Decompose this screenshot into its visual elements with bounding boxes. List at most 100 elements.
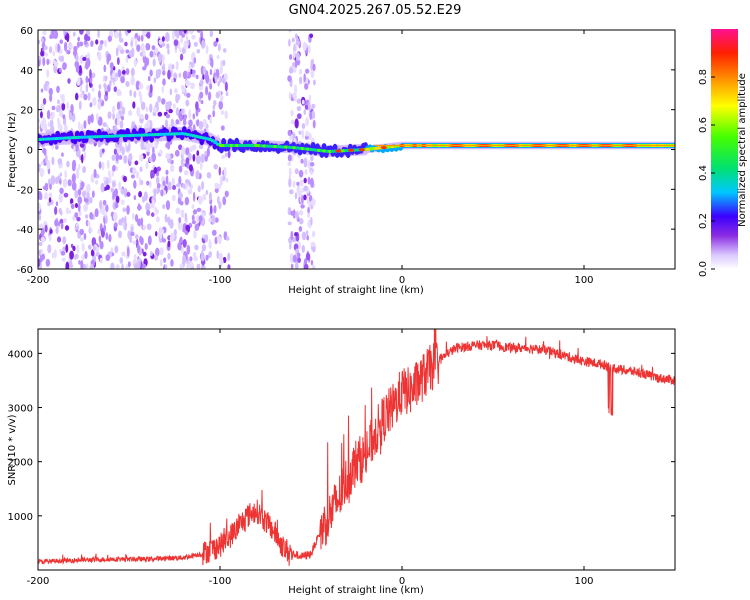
spectrogram-noise-cell bbox=[62, 114, 66, 120]
spectrogram-noise-cell bbox=[70, 203, 75, 210]
spectrogram-noise-cell bbox=[144, 61, 147, 70]
spectrogram-noise-cell bbox=[189, 256, 193, 262]
spectrogram-noise-cell bbox=[80, 124, 85, 132]
spectrogram-noise-cell bbox=[46, 58, 50, 66]
spectrogram-noise-cell bbox=[79, 30, 84, 35]
spectrogram-noise-cell bbox=[309, 162, 315, 167]
spectrogram-noise-cell bbox=[173, 39, 179, 47]
colorbar: 0.0 0.2 0.4 0.6 0.8 Normalized spectral ampl… bbox=[698, 29, 748, 277]
spectrogram-noise-cell bbox=[173, 229, 177, 236]
spectrogram-noise-cell bbox=[181, 33, 185, 38]
spectrogram-noise-cell bbox=[177, 220, 182, 231]
spectrogram-noise-cell bbox=[180, 36, 184, 44]
spectrogram-noise-cell bbox=[49, 228, 53, 234]
spectrogram-noise-cell bbox=[118, 181, 122, 191]
spectrogram-noise-cell bbox=[305, 252, 311, 261]
spectrogram-noise-cell bbox=[121, 263, 124, 269]
spectrogram-noise-cell bbox=[40, 236, 46, 243]
spectrogram-noise-cell bbox=[165, 152, 171, 160]
spectrogram-noise-cell bbox=[191, 203, 195, 210]
spectrogram-noise-cell bbox=[74, 92, 79, 101]
spectrogram-noise-cell bbox=[311, 110, 316, 120]
spectrogram-noise-cell bbox=[141, 195, 146, 203]
spectrogram-noise-cell bbox=[199, 162, 203, 171]
spectrogram-y-tick-label: -60 bbox=[17, 265, 33, 276]
spectrogram-noise-cell bbox=[113, 86, 117, 93]
spectrogram-noise-cell bbox=[85, 57, 91, 68]
spectrogram-noise-cell bbox=[42, 30, 47, 36]
snr-y-label: SNR (10 * v/v) bbox=[7, 414, 18, 485]
spectrogram-noise-cell bbox=[121, 146, 125, 156]
spectrogram-noise-cell bbox=[87, 220, 91, 227]
spectrogram-noise-cell bbox=[309, 33, 314, 39]
spectrogram-noise-cell bbox=[160, 189, 164, 197]
spectrogram-noise-cell bbox=[153, 166, 158, 174]
spectrogram-noise-cell bbox=[195, 101, 199, 111]
spectrogram-x-tick-label: 100 bbox=[574, 275, 593, 286]
spectrogram-noise-cell bbox=[205, 189, 209, 196]
spectrogram-noise-cell bbox=[116, 57, 120, 66]
spectrogram-noise-cell bbox=[196, 214, 200, 224]
spectrogram-noise-cell bbox=[169, 163, 175, 173]
spectrogram-noise-cell bbox=[181, 108, 185, 115]
spectrogram-noise-cell bbox=[288, 178, 292, 188]
spectrogram-noise-cell bbox=[126, 192, 131, 197]
spectrogram-noise-cell bbox=[122, 207, 127, 213]
spectrogram-noise-cell bbox=[224, 152, 228, 158]
spectrogram-noise-cell bbox=[164, 213, 168, 223]
spectrogram-noise-cell bbox=[97, 98, 103, 103]
snr-x-ticks: -200 -100 0 100 bbox=[27, 329, 594, 587]
spectrogram-noise-cell bbox=[72, 215, 76, 222]
spectrogram-noise-cell bbox=[140, 179, 144, 186]
spectrogram-noise-cell bbox=[137, 260, 141, 269]
spectrogram-noise-cell bbox=[75, 54, 79, 63]
spectrogram-noise-cell bbox=[288, 67, 294, 74]
spectrogram-noise-cell bbox=[204, 85, 209, 96]
spectrogram-noise-cell bbox=[209, 116, 213, 124]
spectrogram-noise-cell bbox=[227, 264, 231, 269]
spectrogram-noise-cell bbox=[175, 183, 181, 188]
spectrogram-noise-cell bbox=[119, 142, 123, 152]
spectrogram-noise-cell bbox=[81, 190, 86, 198]
spectrogram-noise-cell bbox=[133, 58, 137, 68]
spectrogram-noise-cell bbox=[307, 44, 311, 54]
spectrogram-noise-cell bbox=[106, 159, 110, 170]
spectrogram-noise-cell bbox=[146, 120, 151, 128]
spectrogram-noise-cell bbox=[79, 54, 85, 64]
spectrogram-noise-cell bbox=[196, 207, 202, 213]
spectrogram-noise-cell bbox=[77, 188, 82, 196]
spectrogram-noise-cell bbox=[129, 235, 133, 243]
spectrogram-noise-cell bbox=[53, 64, 58, 74]
spectrogram-noise-cell bbox=[117, 69, 122, 78]
snr-background bbox=[38, 329, 675, 570]
spectrogram-noise-cell bbox=[144, 113, 149, 121]
spectrogram-noise-cell bbox=[60, 55, 64, 63]
spectrogram-noise-cell bbox=[121, 199, 125, 205]
spectrogram-noise-cell bbox=[118, 155, 123, 160]
spectrogram-noise-cell bbox=[67, 78, 71, 84]
spectrogram-noise-cell bbox=[196, 48, 201, 54]
spectrogram-noise-cell bbox=[162, 62, 166, 73]
spectrogram-noise-cell bbox=[310, 155, 314, 162]
spectrogram-noise-cell bbox=[167, 185, 172, 190]
spectrogram-noise-cell bbox=[77, 196, 83, 205]
spectrogram-noise-cell bbox=[104, 75, 108, 81]
spectrogram-noise-cell bbox=[103, 224, 107, 233]
spectrogram-noise-cell bbox=[199, 91, 204, 99]
spectrogram-noise-cell bbox=[138, 83, 144, 90]
spectrogram-noise-cell bbox=[83, 120, 87, 129]
spectrogram-noise-cell bbox=[164, 119, 169, 129]
spectrogram-noise-cell bbox=[130, 231, 135, 237]
spectrogram-noise-cell bbox=[205, 45, 209, 55]
spectrogram-noise-cell bbox=[49, 183, 52, 190]
spectrogram-noise-cell bbox=[198, 215, 203, 223]
spectrogram-noise-cell bbox=[204, 150, 208, 157]
spectrogram-noise-cell bbox=[149, 69, 153, 77]
spectrogram-noise-cell bbox=[38, 249, 42, 257]
spectrogram-noise-cell bbox=[185, 99, 190, 107]
spectrogram-noise-cell bbox=[46, 159, 51, 170]
spectrogram-noise-cell bbox=[303, 194, 307, 201]
spectrogram-noise-cell bbox=[206, 172, 212, 179]
spectrogram-noise-cell bbox=[39, 111, 43, 119]
spectrogram-noise-cell bbox=[164, 264, 168, 269]
